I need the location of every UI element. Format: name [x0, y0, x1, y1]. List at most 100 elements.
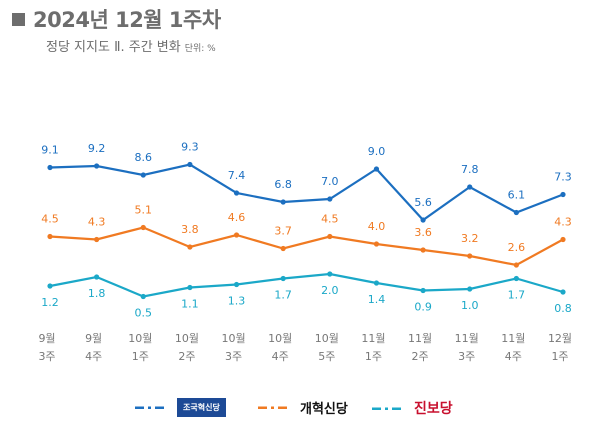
data-point	[327, 196, 333, 202]
data-label: 3.7	[274, 225, 292, 238]
data-label: 1.0	[461, 299, 479, 312]
data-label: 1.3	[228, 295, 246, 308]
data-label: 0.9	[414, 301, 432, 314]
data-point	[280, 275, 286, 282]
data-point	[233, 190, 240, 196]
data-point	[467, 253, 473, 259]
x-tick-label: 10월	[128, 332, 152, 345]
data-point	[187, 244, 193, 250]
data-label: 9.3	[181, 141, 199, 154]
data-point	[327, 271, 333, 277]
data-point	[47, 233, 53, 240]
x-tick-label: 1주	[132, 350, 149, 363]
data-point	[420, 287, 426, 294]
x-tick-label: 3주	[225, 350, 242, 363]
x-tick-label: 11월	[501, 332, 525, 345]
data-label: 1.7	[508, 289, 526, 302]
data-label: 4.0	[368, 220, 386, 233]
legend-item-2: 진보당	[372, 398, 453, 418]
data-label: 4.5	[321, 213, 339, 226]
data-point	[233, 232, 240, 238]
data-label: 9.1	[41, 144, 59, 157]
x-tick-label: 2주	[412, 350, 429, 363]
data-label: 0.5	[135, 307, 153, 320]
data-point	[560, 289, 566, 295]
data-label: 1.2	[41, 296, 59, 309]
data-point	[373, 241, 380, 247]
x-tick-label: 3주	[38, 350, 55, 363]
data-label: 5.1	[135, 204, 153, 217]
data-point	[187, 161, 193, 168]
data-label: 4.6	[228, 211, 246, 224]
x-tick-label: 10월	[221, 332, 245, 345]
x-tick-label: 9월	[85, 332, 102, 345]
data-label: 1.4	[368, 293, 386, 306]
x-tick-label: 3주	[458, 350, 475, 363]
data-label: 3.6	[414, 226, 432, 239]
data-label: 1.1	[181, 298, 199, 311]
data-label: 7.8	[461, 163, 479, 176]
data-label: 1.7	[274, 289, 292, 302]
x-tick-label: 10월	[268, 332, 292, 345]
data-point	[233, 281, 240, 288]
legend-line-icon	[135, 406, 167, 409]
data-label: 4.5	[41, 213, 59, 226]
x-tick-label: 11월	[455, 332, 479, 345]
data-point	[94, 274, 100, 280]
data-point	[513, 262, 519, 268]
x-tick-label: 1주	[365, 350, 382, 363]
x-tick-label: 10월	[175, 332, 199, 345]
legend: 조국혁신당 개혁신당 진보당	[0, 398, 600, 420]
data-label: 7.3	[554, 171, 572, 184]
legend-label: 진보당	[414, 401, 453, 417]
x-tick-label: 11월	[361, 332, 385, 345]
legend-label: 조국혁신당	[177, 398, 226, 417]
data-point	[467, 184, 473, 190]
data-point	[373, 280, 380, 286]
x-tick-label: 10월	[315, 332, 339, 345]
x-tick-label: 4주	[505, 350, 522, 363]
series-line-1	[49, 226, 564, 267]
data-point	[513, 209, 519, 216]
chart-subtitle: 정당 지지도 Ⅱ. 주간 변화 단위: %	[46, 36, 216, 55]
data-label: 3.8	[181, 223, 199, 236]
data-point	[187, 284, 193, 291]
x-tick-label: 9월	[38, 332, 55, 345]
data-point	[560, 191, 566, 198]
data-point	[280, 199, 286, 205]
data-point	[94, 236, 100, 243]
data-label: 4.3	[554, 216, 572, 229]
series-line-0	[49, 163, 564, 222]
legend-line-icon	[258, 406, 290, 409]
data-label: 2.0	[321, 284, 339, 297]
data-label: 3.2	[461, 232, 479, 245]
subtitle-text: 정당 지지도 Ⅱ. 주간 변화	[46, 40, 181, 55]
data-point	[280, 245, 286, 252]
square-bullet-icon	[12, 13, 25, 26]
data-point	[47, 283, 53, 289]
page-title: 2024년 12월 1주차	[12, 4, 221, 34]
data-point	[513, 275, 519, 282]
title-text: 2024년 12월 1주차	[33, 8, 221, 32]
data-point	[140, 172, 146, 178]
data-label: 1.8	[88, 287, 106, 300]
data-point	[420, 247, 426, 253]
line-chart: 9.1 9.2 8.6 9.3 7.4 6.8 7.0 9.0 5.6 7.8 6.1 7.3 4.5 4…	[38, 141, 572, 364]
data-point	[467, 286, 473, 292]
x-tick-label: 2주	[178, 350, 195, 363]
data-point	[140, 224, 146, 231]
data-label: 0.8	[554, 302, 572, 315]
legend-item-1: 개혁신당	[258, 398, 348, 417]
x-tick-label: 5주	[318, 350, 335, 363]
data-label: 6.1	[508, 189, 526, 202]
data-label: 8.6	[135, 151, 153, 164]
x-tick-label: 4주	[85, 350, 102, 363]
data-point	[373, 166, 380, 172]
data-label: 6.8	[274, 178, 292, 191]
data-label: 5.6	[414, 196, 432, 209]
data-point	[47, 164, 53, 171]
data-point	[94, 163, 100, 169]
legend-label: 개혁신당	[300, 402, 348, 417]
legend-line-icon	[372, 407, 404, 410]
data-label: 2.6	[508, 241, 526, 254]
